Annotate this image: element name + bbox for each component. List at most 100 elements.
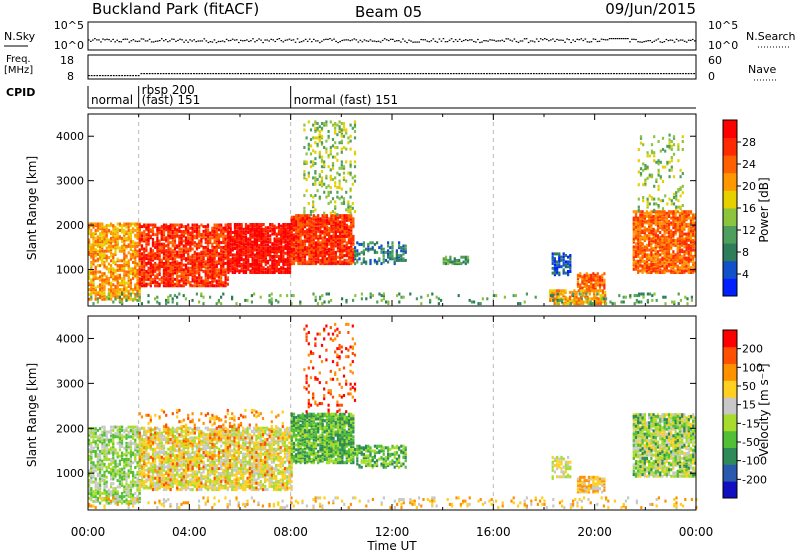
data-cell	[314, 170, 317, 173]
data-cell	[676, 271, 679, 274]
data-cell	[329, 200, 332, 204]
data-cell	[231, 266, 234, 270]
freq-point	[204, 73, 206, 75]
data-cell	[318, 133, 321, 137]
data-cell	[101, 297, 104, 301]
data-cell	[143, 260, 146, 264]
data-cell	[215, 274, 218, 278]
data-cell	[282, 259, 285, 263]
data-cell	[110, 244, 113, 248]
data-cell	[371, 246, 374, 250]
data-cell	[308, 249, 311, 253]
data-cell	[233, 226, 237, 230]
data-cell	[665, 251, 668, 255]
data-cell	[266, 248, 270, 252]
data-cell	[255, 245, 259, 249]
noise-point	[377, 40, 380, 42]
data-cell	[320, 126, 324, 130]
data-cell	[202, 284, 205, 288]
data-cell	[663, 261, 666, 265]
data-cell	[138, 281, 141, 285]
data-cell	[140, 281, 144, 285]
data-cell	[321, 262, 324, 266]
data-cell	[632, 253, 635, 257]
data-cell	[227, 271, 230, 274]
data-cell	[681, 240, 684, 244]
data-cell	[145, 245, 148, 249]
data-cell	[275, 239, 278, 242]
data-cell	[114, 289, 117, 293]
data-cell	[156, 265, 159, 269]
data-cell	[332, 255, 335, 259]
data-cell	[670, 245, 673, 249]
noise-point	[128, 41, 131, 43]
data-cell	[116, 273, 119, 277]
data-cell	[151, 279, 155, 283]
noise-point	[623, 38, 625, 40]
data-cell	[648, 218, 651, 222]
data-cell	[353, 174, 357, 178]
data-cell	[167, 277, 170, 281]
data-cell	[643, 211, 646, 215]
data-cell	[189, 231, 192, 235]
data-cell	[328, 226, 331, 230]
data-cell	[672, 271, 675, 274]
data-cell	[217, 282, 221, 286]
data-cell	[143, 274, 146, 278]
data-cell	[297, 258, 300, 262]
data-cell	[299, 244, 302, 248]
data-cell	[670, 216, 673, 220]
data-cell	[112, 225, 115, 229]
data-cell	[314, 254, 318, 258]
data-cell	[222, 258, 225, 262]
data-cell	[198, 263, 201, 267]
data-cell	[340, 160, 343, 164]
data-cell	[264, 261, 267, 265]
data-cell	[347, 257, 351, 261]
data-cell	[325, 220, 329, 224]
data-cell	[193, 226, 196, 230]
data-cell	[395, 255, 398, 259]
data-cell	[305, 189, 308, 193]
data-cell	[387, 254, 390, 258]
data-cell	[290, 241, 293, 245]
data-cell	[247, 267, 250, 271]
data-cell	[269, 258, 272, 262]
data-cell	[319, 241, 322, 245]
data-cell	[151, 253, 155, 257]
data-cell	[227, 226, 230, 230]
data-cell	[672, 223, 675, 226]
data-cell	[560, 297, 563, 301]
data-cell	[597, 292, 600, 296]
data-cell	[309, 165, 313, 169]
data-cell	[149, 236, 152, 240]
data-cell	[229, 227, 232, 231]
data-cell	[347, 241, 351, 245]
data-cell	[312, 260, 315, 264]
data-cell	[447, 260, 450, 264]
data-cell	[215, 268, 218, 272]
data-cell	[323, 228, 326, 232]
data-cell	[334, 218, 337, 222]
data-cell	[639, 243, 642, 247]
data-cell	[306, 231, 309, 235]
data-cell	[176, 244, 179, 248]
data-cell	[269, 264, 272, 268]
data-cell	[227, 245, 230, 249]
data-cell	[167, 229, 170, 233]
data-cell	[398, 241, 401, 245]
data-cell	[325, 215, 329, 219]
data-cell	[665, 255, 668, 258]
data-cell	[158, 266, 161, 270]
data-cell	[277, 258, 281, 262]
data-cell	[676, 239, 679, 242]
data-cell	[284, 231, 287, 234]
data-cell	[169, 269, 172, 273]
data-cell	[165, 226, 168, 230]
data-cell	[312, 234, 315, 238]
data-cell	[637, 242, 640, 246]
data-cell	[352, 257, 355, 261]
data-cell	[193, 234, 196, 238]
data-cell	[351, 126, 354, 130]
noise-point	[339, 40, 341, 43]
